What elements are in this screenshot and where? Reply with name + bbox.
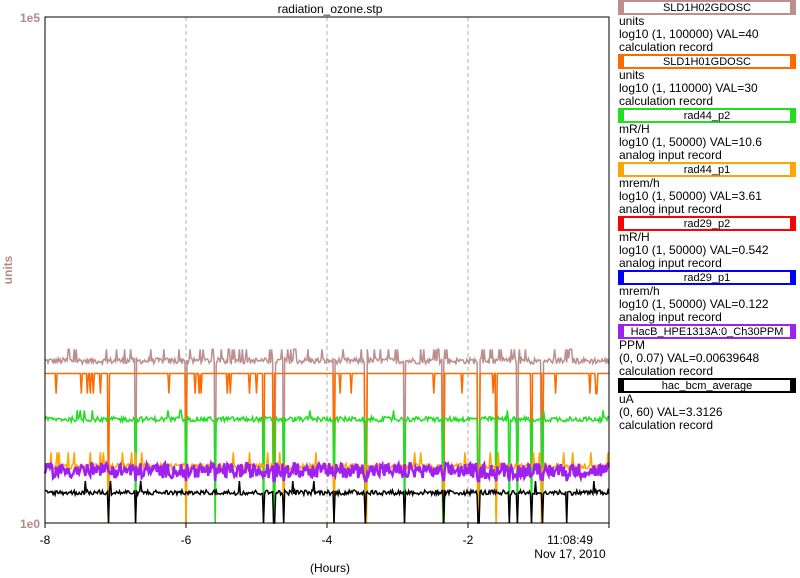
legend-range: log10 (1, 110000) VAL=30 — [619, 81, 758, 95]
y-tick-label-top: 1e5 — [20, 11, 40, 25]
legend-pv-name: HacB_HPE1313A:0_Ch30PPM — [630, 326, 784, 338]
legend-record-type: analog input record — [619, 148, 722, 162]
legend: SLD1H02GDOSC units log10 (1, 100000) VAL=4… — [616, 0, 800, 432]
legend-pv-button[interactable]: rad44_p1 — [618, 162, 796, 177]
legend-record-type: calculation record — [619, 364, 714, 378]
color-swatch — [620, 326, 624, 337]
legend-pv-name: rad44_p1 — [683, 164, 731, 176]
legend-pv-name: hac_bcm_average — [661, 380, 753, 392]
legend-record-type: calculation record — [619, 40, 714, 54]
color-swatch — [790, 164, 794, 175]
legend-entry: rad44_p2 mR/H log10 (1, 50000) VAL=10.6 ana… — [616, 108, 800, 162]
chart-canvas: radiation_ozone.stp units 1e5 1e0 -8 -6 -4… — [1, 2, 610, 575]
x-tick-label: -6 — [181, 533, 192, 547]
legend-range: log10 (1, 50000) VAL=10.6 — [619, 135, 762, 149]
color-swatch — [620, 272, 624, 283]
color-swatch — [790, 218, 794, 229]
legend-range: log10 (1, 100000) VAL=40 — [619, 27, 759, 41]
legend-pv-button[interactable]: hac_bcm_average — [618, 378, 796, 393]
end-date-label: Nov 17, 2010 — [534, 547, 606, 561]
color-swatch — [790, 110, 794, 121]
color-swatch — [620, 380, 624, 391]
chart-title: radiation_ozone.stp — [278, 2, 383, 16]
legend-record-type: calculation record — [619, 418, 714, 432]
series-line-sld1h02gdosc — [44, 348, 610, 524]
legend-pv-name: rad44_p2 — [683, 110, 731, 122]
legend-pv-button[interactable]: SLD1H02GDOSC — [618, 0, 796, 15]
legend-range: (0, 0.07) VAL=0.00639648 — [619, 351, 760, 365]
legend-pv-name: rad29_p2 — [683, 218, 731, 230]
legend-pv-button[interactable]: rad29_p2 — [618, 216, 796, 231]
color-swatch — [790, 56, 794, 67]
legend-range: log10 (1, 50000) VAL=3.61 — [619, 189, 762, 203]
legend-units: units — [619, 14, 645, 28]
legend-units: mR/H — [619, 230, 650, 244]
y-axis-label: units — [1, 255, 15, 284]
legend-units: PPM — [619, 338, 646, 352]
legend-entry: hac_bcm_average uA (0, 60) VAL=3.3126 calcu… — [616, 378, 800, 432]
legend-pv-button[interactable]: rad29_p1 — [618, 270, 796, 285]
legend-range: (0, 60) VAL=3.3126 — [619, 405, 723, 419]
color-swatch — [620, 218, 624, 229]
legend-units: mrem/h — [619, 176, 660, 190]
series-layer — [43, 348, 610, 524]
legend-pv-name: rad29_p1 — [683, 272, 731, 284]
color-swatch — [790, 326, 794, 337]
legend-record-type: analog input record — [619, 310, 722, 324]
legend-record-type: analog input record — [619, 202, 722, 216]
legend-units: mrem/h — [619, 284, 660, 298]
legend-pv-button[interactable]: HacB_HPE1313A:0_Ch30PPM — [618, 324, 796, 339]
legend-record-type: calculation record — [619, 94, 714, 108]
series-line-hac-bcm-average — [44, 480, 610, 524]
legend-record-type: analog input record — [619, 256, 722, 270]
x-tick-label: -2 — [463, 533, 474, 547]
color-swatch — [620, 164, 624, 175]
color-swatch — [790, 272, 794, 283]
legend-entry: rad44_p1 mrem/h log10 (1, 50000) VAL=3.61 a… — [616, 162, 800, 216]
legend-range: log10 (1, 50000) VAL=0.122 — [619, 297, 769, 311]
legend-entry: HacB_HPE1313A:0_Ch30PPM PPM (0, 0.07) VAL=… — [616, 324, 800, 378]
legend-units: units — [619, 68, 645, 82]
legend-pv-button[interactable]: SLD1H01GDOSC — [618, 54, 796, 69]
color-swatch — [620, 110, 624, 121]
color-swatch — [620, 56, 624, 67]
legend-pv-name: SLD1H02GDOSC — [662, 2, 752, 14]
legend-pv-button[interactable]: rad44_p2 — [618, 108, 796, 123]
x-ticks: -8 -6 -4 -2 — [40, 523, 610, 547]
legend-pv-name: SLD1H01GDOSC — [662, 56, 752, 68]
y-tick-label-bottom: 1e0 — [20, 517, 40, 531]
legend-range: log10 (1, 50000) VAL=0.542 — [619, 243, 769, 257]
color-swatch — [620, 2, 624, 13]
legend-entry: SLD1H01GDOSC units log10 (1, 110000) VAL=3… — [616, 54, 800, 108]
color-swatch — [790, 380, 794, 391]
x-tick-label: -8 — [40, 533, 51, 547]
color-swatch — [790, 2, 794, 13]
x-tick-label: -4 — [322, 533, 333, 547]
legend-entry: rad29_p2 mR/H log10 (1, 50000) VAL=0.542 an… — [616, 216, 800, 270]
end-time-label: 11:08:49 — [547, 533, 593, 547]
x-axis-label: (Hours) — [310, 561, 350, 575]
legend-units: uA — [619, 392, 634, 406]
legend-entry: rad29_p1 mrem/h log10 (1, 50000) VAL=0.122… — [616, 270, 800, 324]
series-line-sld1h01gdosc — [45, 372, 609, 524]
series-line-hacb-hpe1313a-0-ch30ppm — [43, 458, 610, 483]
legend-units: mR/H — [619, 122, 650, 136]
series-line-rad44-p2 — [44, 409, 610, 524]
legend-entry: SLD1H02GDOSC units log10 (1, 100000) VAL=4… — [616, 0, 800, 54]
